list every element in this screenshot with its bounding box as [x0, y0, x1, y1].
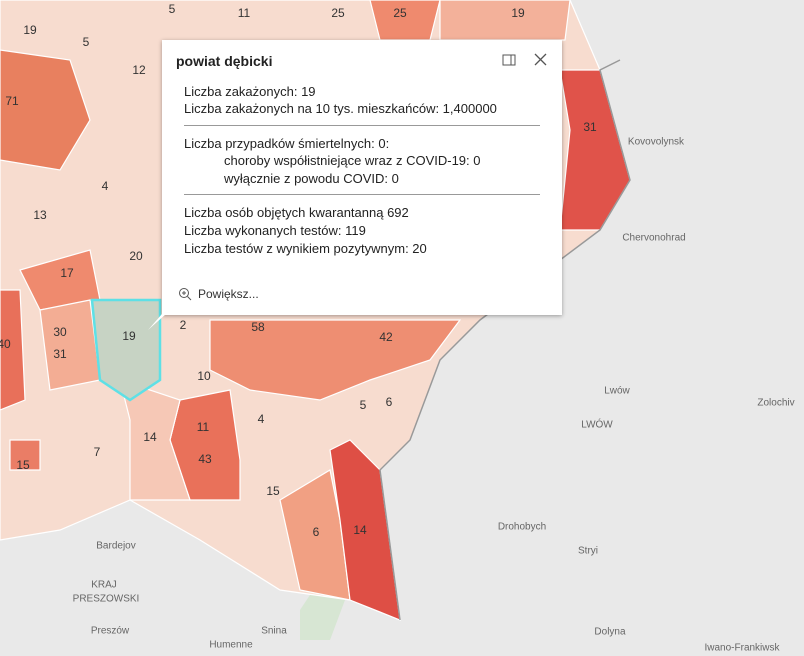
separator [184, 125, 540, 126]
district-label: 12 [132, 63, 146, 77]
place-label: Humenne [209, 640, 253, 651]
place-label: Iwano-Frankiwsk [704, 643, 780, 654]
place-label: Zolochiv [757, 398, 794, 409]
place-label: Bardejov [96, 541, 135, 552]
dock-button[interactable] [502, 54, 516, 66]
popup-title: powiat dębicki [176, 53, 273, 69]
close-button[interactable] [534, 53, 547, 66]
district-label: 71 [5, 94, 19, 108]
district-label: 11 [238, 6, 251, 20]
district-label: 7 [94, 445, 101, 459]
district-label: 2 [180, 318, 187, 332]
district-label: 17 [60, 266, 74, 280]
zoom-icon [179, 288, 192, 301]
district-label: 19 [122, 329, 136, 343]
separator [184, 194, 540, 195]
district-label: 10 [197, 369, 211, 383]
popup-line: Liczba zakażonych: 19 [184, 84, 316, 99]
place-label: Dolyna [594, 627, 626, 638]
district-label: 30 [53, 325, 67, 339]
place-labels: Kovovolynsk Chervonohrad Lwów LWÓW Zolochiv D… [73, 137, 795, 654]
district-label: 15 [16, 458, 30, 472]
popup-pointer [148, 314, 166, 330]
district-label: 6 [386, 395, 393, 409]
district-label: 5 [83, 35, 90, 49]
district-label: 5 [169, 2, 176, 16]
district-label: 31 [53, 347, 67, 361]
selected-district[interactable] [90, 298, 162, 402]
popup-line: Liczba wykonanych testów: 119 [184, 223, 366, 238]
district-label: 14 [143, 430, 157, 444]
popup-line: Liczba zakażonych na 10 tys. mieszkańców… [184, 101, 497, 116]
place-label: Snina [261, 626, 287, 637]
district-label: 13 [33, 208, 47, 222]
district-labels: 5 11 25 25 19 19 5 12 71 31 4 13 20 17 30 31 19 2 58 42 10 5 6… [0, 2, 597, 539]
district-label: 19 [23, 23, 37, 37]
place-label: LWÓW [581, 418, 613, 431]
district-label: 19 [511, 6, 525, 20]
zoom-link[interactable]: Powiększ... [198, 287, 259, 301]
popup-line: Liczba osób objętych kwarantanną 692 [184, 205, 409, 220]
district-label: 31 [583, 120, 597, 134]
district-label: 43 [198, 452, 212, 466]
district-label: 14 [353, 523, 367, 537]
district-label: 40 [0, 337, 11, 351]
popup: powiat dębicki Liczba zakażonych: 19 Lic… [162, 40, 562, 315]
border [379, 59, 631, 621]
district-label: 58 [251, 320, 265, 334]
district-label: 42 [379, 330, 393, 344]
popup-line: Liczba testów z wynikiem pozytywnym: 20 [184, 241, 427, 256]
place-label: Preszów [91, 626, 130, 637]
place-label: Lwów [604, 386, 630, 397]
district-label: 15 [266, 484, 280, 498]
popup-line: wyłącznie z powodu COVID: 0 [224, 171, 399, 186]
district-label: 25 [393, 6, 407, 20]
place-label: Chervonohrad [622, 233, 685, 244]
district-label: 4 [258, 412, 265, 426]
district-label: 5 [360, 398, 367, 412]
popup-line: Liczba przypadków śmiertelnych: 0: [184, 136, 390, 151]
place-label: Kovovolynsk [628, 137, 685, 148]
district-label: 4 [102, 179, 109, 193]
place-label: KRAJ [91, 580, 117, 591]
district-label: 6 [313, 525, 320, 539]
district-label: 20 [129, 249, 143, 263]
place-label: Drohobych [498, 522, 546, 533]
popup-line: choroby współistniejące wraz z COVID-19:… [224, 153, 481, 168]
popup-buttons[interactable] [502, 53, 552, 69]
district-label: 11 [197, 420, 210, 434]
place-label: PRESZOWSKI [73, 594, 140, 605]
district-label: 25 [331, 6, 345, 20]
place-label: Stryi [578, 546, 598, 557]
